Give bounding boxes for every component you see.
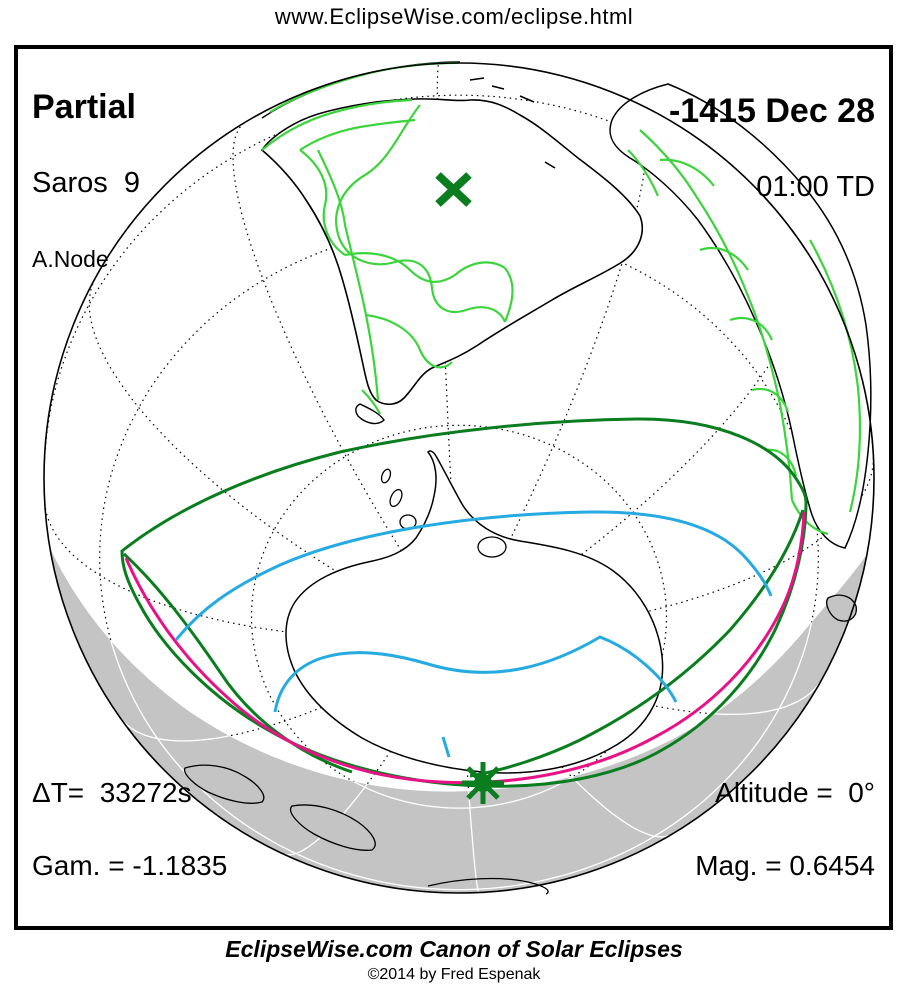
date-info-block: -1415 Dec 28 01:00 TD: [669, 57, 875, 241]
sub-solar-point-x-mark: [435, 172, 472, 207]
altitude-label: Altitude = 0°: [715, 777, 875, 809]
gamma-label: Gam. = -1.1835: [32, 849, 228, 881]
footer: EclipseWise.com Canon of Solar Eclipses …: [0, 936, 908, 984]
sunset-limit-curve-west: [122, 552, 353, 774]
delta-gamma-block: ΔT= 33272s Gam. = -1.1835: [32, 739, 227, 920]
node-label: A.Node: [32, 245, 109, 272]
eclipse-time-label: 01:00 TD: [756, 171, 875, 204]
south-america-coastline: [260, 98, 644, 406]
eclipse-contact-curve-north: [174, 510, 773, 641]
altitude-mag-block: Altitude = 0° Mag. = 0.6454: [695, 739, 875, 920]
map-panel: Partial Saros 9 A.Node -1415 Dec 28 01:0…: [14, 45, 893, 930]
eclipse-date-label: -1415 Dec 28: [668, 92, 875, 130]
footer-title: EclipseWise.com Canon of Solar Eclipses: [225, 936, 683, 962]
eclipse-type-label: Partial: [32, 88, 136, 126]
max-eclipse-sunrise-sunset-curve: [124, 511, 806, 785]
footer-copyright: ©2014 by Fred Espenak: [367, 966, 541, 983]
eclipse-map-svg: [43, 61, 875, 895]
night-side-islands: [183, 594, 857, 895]
saros-label: Saros 9: [32, 167, 140, 200]
magnitude-label: Mag. = 0.6454: [695, 849, 875, 881]
header-url[interactable]: www.EclipseWise.com/eclipse.html: [274, 4, 634, 29]
tierra-del-fuego-island: [355, 403, 385, 425]
greatest-eclipse-asterisk: [462, 762, 504, 804]
globe-outline: [43, 62, 875, 894]
africa-coastline: [609, 83, 872, 549]
south-america-borders: [261, 98, 514, 415]
eclipse-contact-curve-segment: [441, 736, 451, 758]
antarctic-islands: [380, 468, 507, 558]
eclipse-contact-curve-south: [273, 635, 678, 713]
sunrise-limit-curve-east: [469, 509, 805, 778]
night-shadow-region: [50, 548, 867, 893]
delta-t-label: ΔT= 33272s: [32, 777, 192, 809]
africa-borders: [627, 129, 862, 536]
eclipse-info-block: Partial Saros 9 A.Node: [32, 53, 140, 308]
